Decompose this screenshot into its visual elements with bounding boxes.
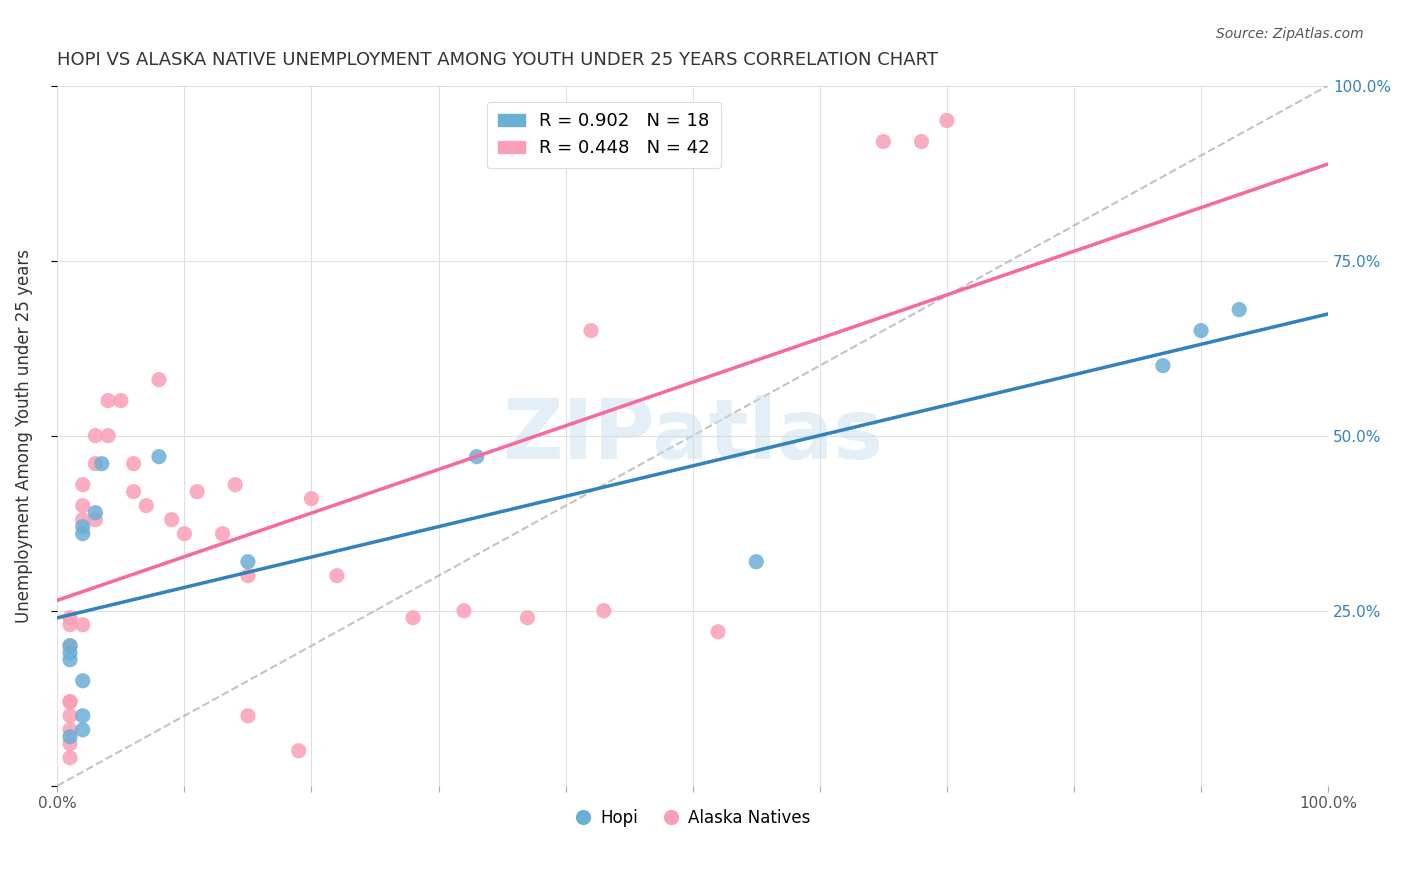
Point <box>326 568 349 582</box>
Point <box>59 730 82 744</box>
Point <box>72 477 94 491</box>
Legend: Hopi, Alaska Natives: Hopi, Alaska Natives <box>568 802 817 833</box>
Point <box>72 499 94 513</box>
Point <box>707 624 730 639</box>
Point <box>72 519 94 533</box>
Point <box>465 450 488 464</box>
Point <box>90 457 112 471</box>
Point <box>211 526 233 541</box>
Point <box>59 695 82 709</box>
Point <box>935 113 957 128</box>
Point <box>122 484 145 499</box>
Point <box>72 673 94 688</box>
Point <box>72 723 94 737</box>
Point <box>402 611 425 625</box>
Point <box>135 499 157 513</box>
Point <box>1152 359 1174 373</box>
Text: ZIPatlas: ZIPatlas <box>502 395 883 476</box>
Point <box>110 393 132 408</box>
Point <box>84 513 107 527</box>
Point <box>84 428 107 442</box>
Point <box>160 513 183 527</box>
Point <box>72 617 94 632</box>
Point <box>59 653 82 667</box>
Point <box>579 324 602 338</box>
Point <box>148 450 170 464</box>
Point <box>59 646 82 660</box>
Point <box>592 604 614 618</box>
Point <box>872 135 894 149</box>
Point <box>97 393 120 408</box>
Point <box>287 744 309 758</box>
Point <box>1227 302 1250 317</box>
Point <box>84 506 107 520</box>
Point <box>301 491 323 506</box>
Y-axis label: Unemployment Among Youth under 25 years: Unemployment Among Youth under 25 years <box>15 249 32 623</box>
Text: Source: ZipAtlas.com: Source: ZipAtlas.com <box>1216 27 1364 41</box>
Point <box>224 477 246 491</box>
Point <box>59 695 82 709</box>
Point <box>59 639 82 653</box>
Point <box>122 457 145 471</box>
Point <box>173 526 195 541</box>
Point <box>453 604 475 618</box>
Point <box>59 723 82 737</box>
Point <box>910 135 932 149</box>
Point <box>84 457 107 471</box>
Point <box>72 526 94 541</box>
Point <box>59 708 82 723</box>
Point <box>236 568 259 582</box>
Point <box>72 708 94 723</box>
Text: HOPI VS ALASKA NATIVE UNEMPLOYMENT AMONG YOUTH UNDER 25 YEARS CORRELATION CHART: HOPI VS ALASKA NATIVE UNEMPLOYMENT AMONG… <box>58 51 938 69</box>
Point <box>72 513 94 527</box>
Point <box>1189 324 1212 338</box>
Point <box>745 555 768 569</box>
Point <box>97 428 120 442</box>
Point <box>516 611 538 625</box>
Point <box>148 373 170 387</box>
Point <box>236 708 259 723</box>
Point <box>59 639 82 653</box>
Point <box>59 751 82 765</box>
Point <box>59 611 82 625</box>
Point <box>186 484 208 499</box>
Point <box>59 737 82 751</box>
Point <box>59 617 82 632</box>
Point <box>236 555 259 569</box>
